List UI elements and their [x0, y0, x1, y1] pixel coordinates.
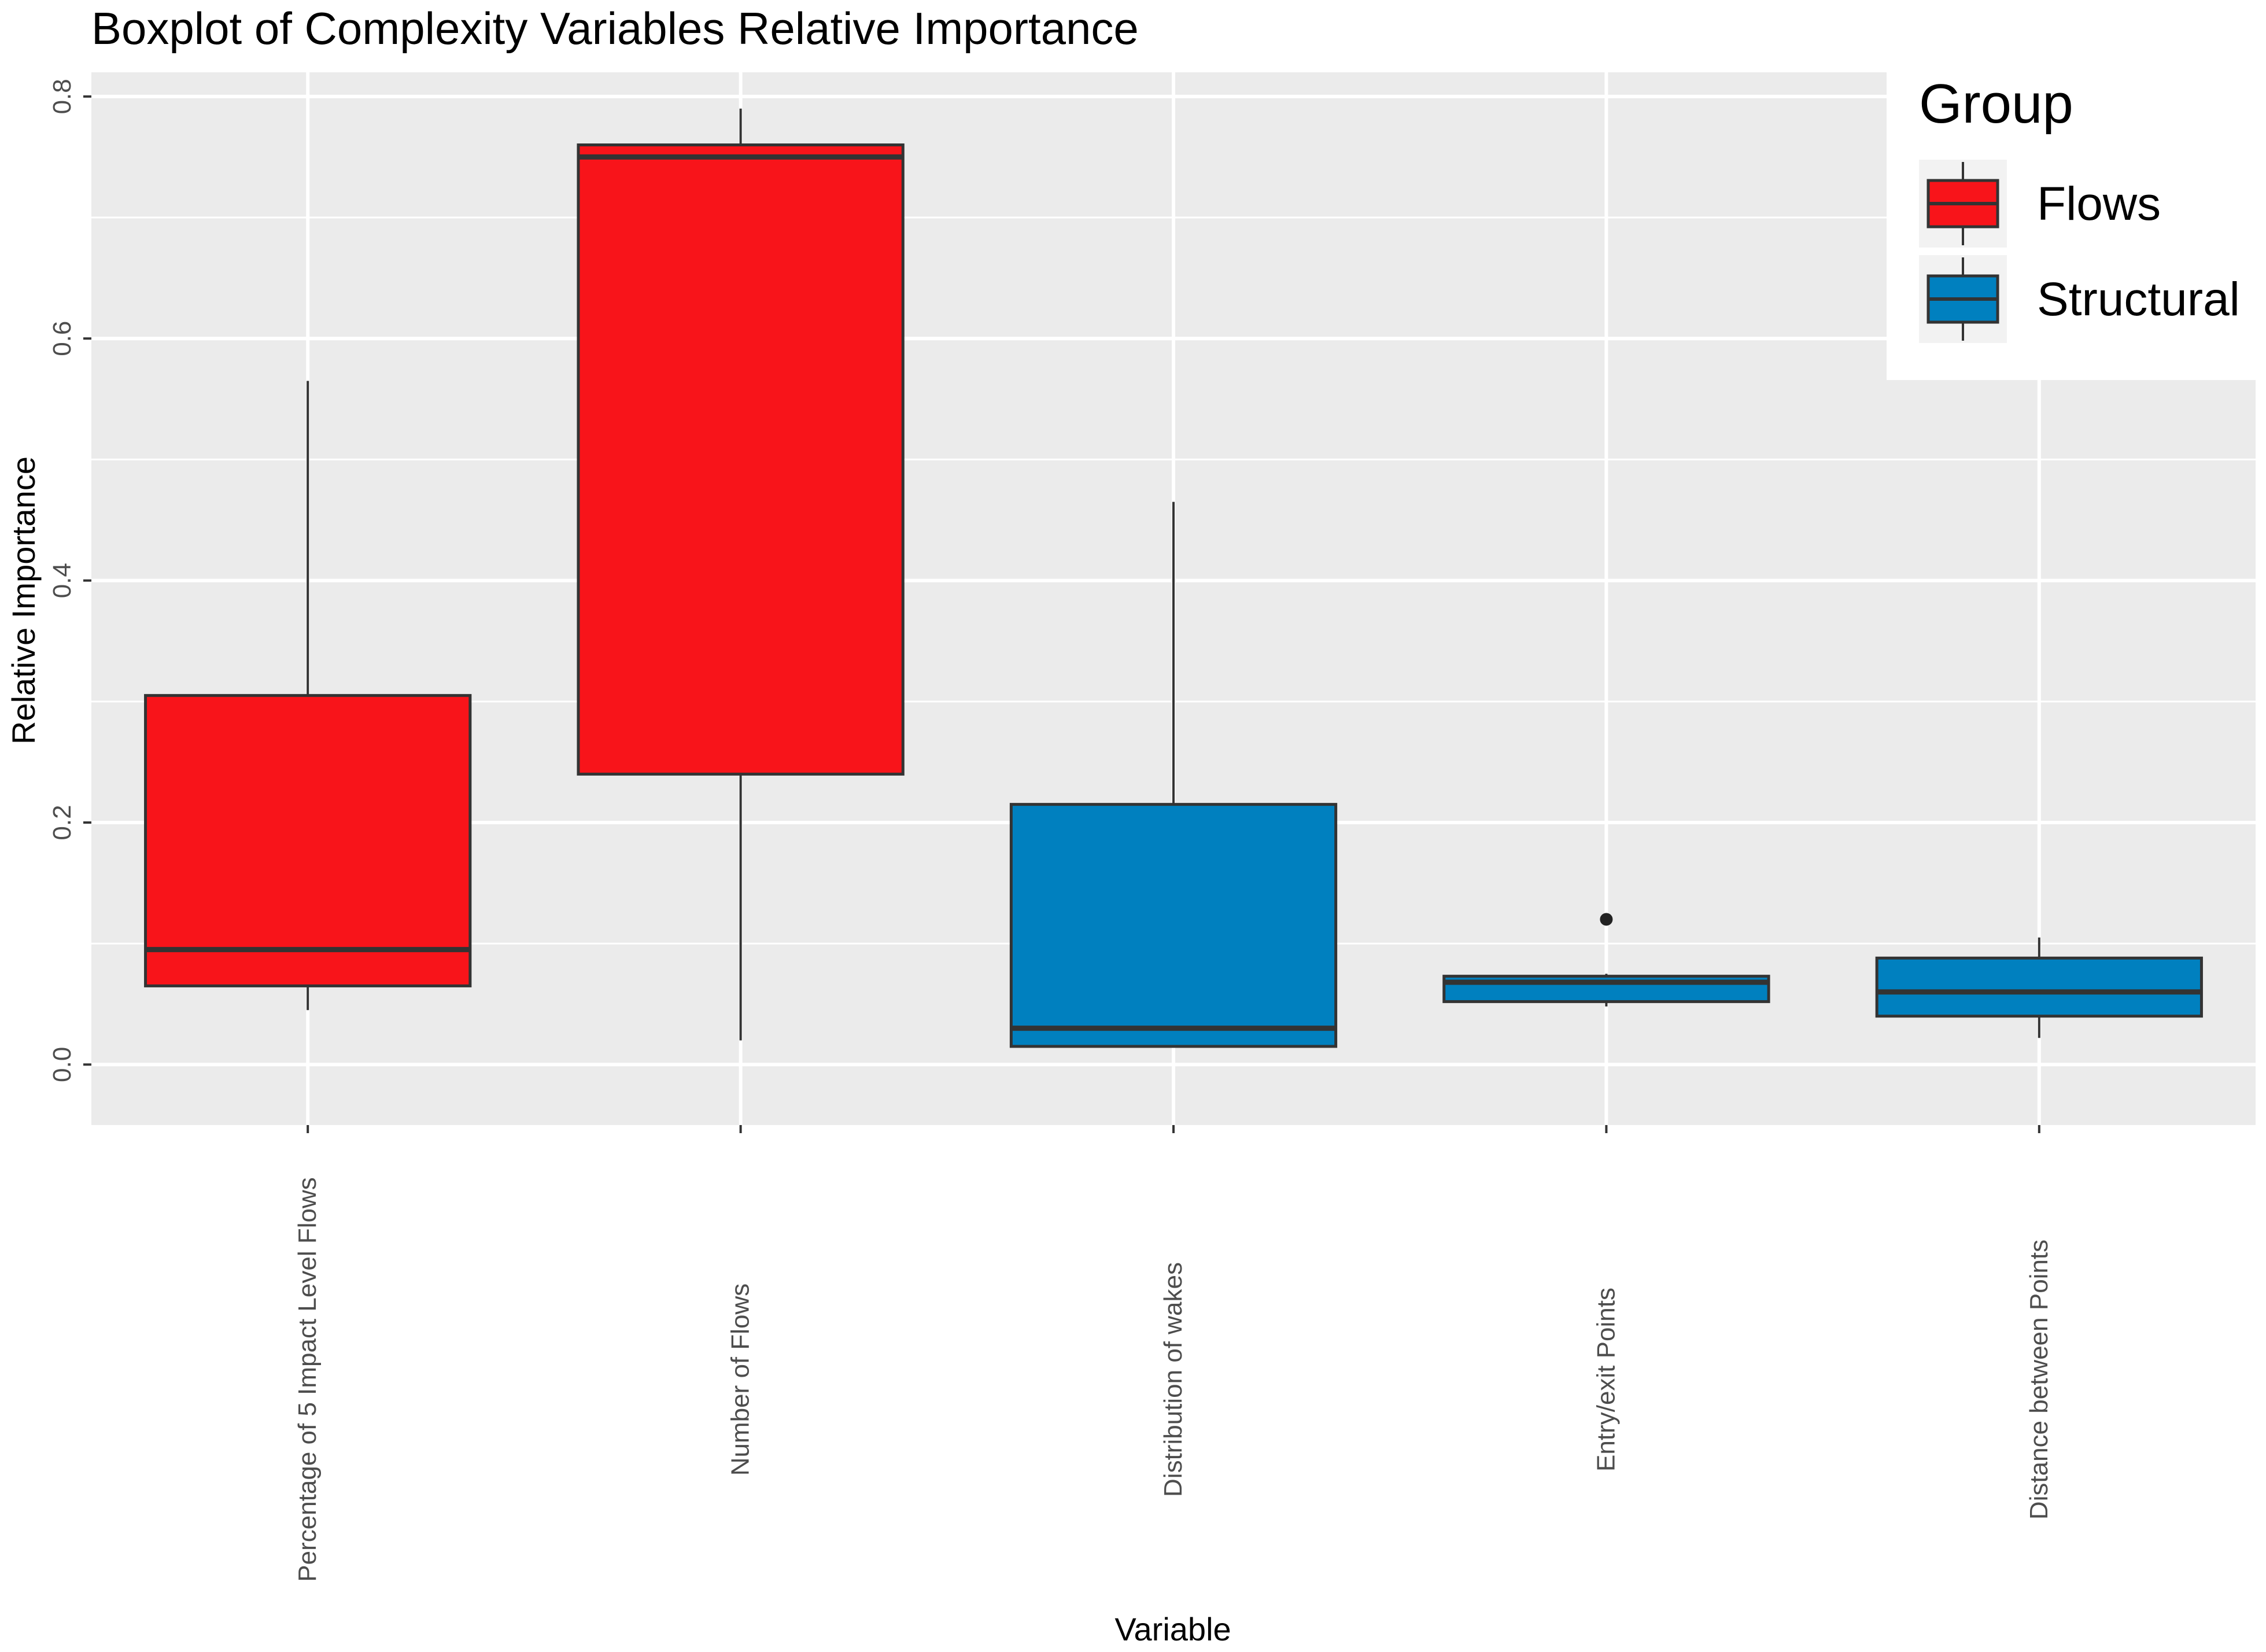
box-2: [577, 108, 905, 1041]
legend-entry-structural: Structural: [1919, 255, 2240, 343]
x-axis-title: Variable: [1114, 1611, 1231, 1647]
y-tick-label: 0.6: [48, 321, 76, 356]
boxes-layer: [144, 108, 2203, 1048]
y-tick-label: 0.0: [48, 1047, 76, 1082]
legend-title: Group: [1919, 73, 2073, 135]
y-tick-label: 0.8: [48, 79, 76, 114]
y-axis-ticks: 0.0 0.2 0.4 0.6 0.8: [48, 79, 91, 1082]
box-5: [1875, 937, 2203, 1038]
legend-label: Structural: [2037, 273, 2240, 326]
x-tick-label: Percentage of 5 Impact Level Flows: [293, 1177, 322, 1581]
box-body: [1009, 803, 1338, 1048]
outlier-point: [1600, 913, 1613, 926]
box-body: [577, 143, 905, 776]
y-tick-label: 0.2: [48, 805, 76, 840]
legend: Group Flows Structural: [1887, 65, 2257, 380]
box-4: [1442, 913, 1770, 1006]
x-tick-label: Distribution of wakes: [1159, 1262, 1187, 1497]
x-tick-label: Number of Flows: [726, 1284, 755, 1476]
legend-entry-flows: Flows: [1919, 160, 2161, 248]
box-1: [144, 381, 472, 1011]
box-body: [144, 694, 472, 987]
x-tick-label: Distance between Points: [2025, 1240, 2053, 1520]
x-tick-label: Entry/exit Points: [1592, 1288, 1620, 1472]
x-axis-ticks: Percentage of 5 Impact Level Flows Number…: [293, 1125, 2053, 1582]
box-3: [1009, 502, 1338, 1048]
box-body: [1875, 956, 2203, 1018]
y-tick-label: 0.4: [48, 563, 76, 598]
legend-label: Flows: [2037, 178, 2161, 230]
chart-title: Boxplot of Complexity Variables Relative…: [91, 3, 1139, 54]
y-axis-title: Relative Importance: [5, 456, 42, 744]
